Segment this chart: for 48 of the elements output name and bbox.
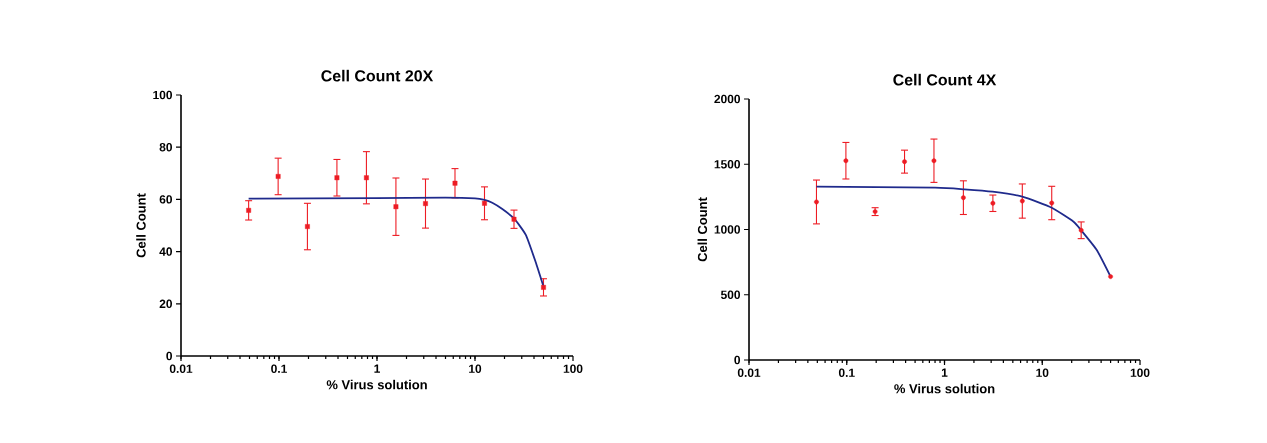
y-tick-label: 1500: [714, 160, 741, 169]
point: [511, 216, 517, 222]
y-tick-label: 60: [159, 195, 173, 204]
x-tick-label: 1: [941, 368, 948, 377]
point: [1019, 198, 1025, 204]
point: [482, 200, 487, 206]
point: [541, 284, 546, 290]
y-tick-label: 500: [720, 290, 741, 299]
point: [931, 158, 937, 164]
point: [961, 195, 966, 201]
y-tick-label: 1000: [714, 225, 741, 234]
y-tick-label: 0: [166, 351, 173, 361]
y-tick-label: 2000: [714, 94, 741, 104]
y-tick-label: 80: [159, 142, 173, 152]
point: [246, 207, 252, 213]
point: [452, 180, 458, 186]
y-axis-title: Cell Count: [697, 197, 708, 262]
point: [1108, 274, 1113, 279]
x-tick-label: 0.01: [737, 368, 761, 377]
point: [1049, 200, 1055, 206]
point: [423, 201, 428, 206]
x-tick-label: 100: [1130, 368, 1150, 377]
x-tick-label: 0.1: [271, 364, 287, 373]
y-tick-label: 0: [734, 355, 741, 365]
point: [990, 200, 996, 206]
x-axis-title: % Virus solution: [326, 379, 427, 390]
point: [364, 175, 369, 181]
point: [334, 175, 340, 181]
point: [814, 199, 819, 205]
y-tick-label: 20: [159, 299, 173, 309]
point: [843, 158, 849, 164]
chart-title: Cell Count 4X: [893, 73, 997, 86]
x-axis-title: % Virus solution: [894, 383, 995, 394]
point: [1078, 227, 1084, 233]
x-tick-label: 100: [563, 364, 583, 373]
chart-title: Cell Count 20X: [321, 69, 434, 82]
y-tick-label: 40: [159, 247, 173, 256]
x-tick-label: 1: [374, 364, 380, 373]
x-tick-label: 10: [1036, 368, 1049, 377]
y-axis-title: Cell Count: [136, 193, 146, 258]
x-tick-label: 10: [469, 364, 482, 373]
x-tick-label: 0.1: [838, 368, 855, 377]
x-tick-label: 0.01: [169, 364, 193, 373]
point: [305, 224, 310, 229]
point: [393, 204, 399, 210]
point: [275, 174, 281, 179]
y-tick-label: 100: [153, 90, 172, 100]
point: [902, 159, 907, 165]
